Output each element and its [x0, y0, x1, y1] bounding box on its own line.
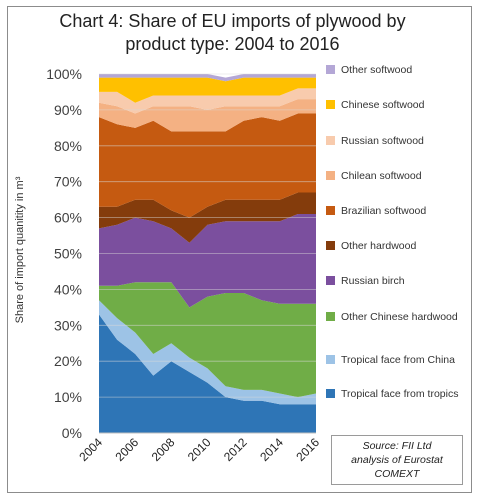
legend-swatch	[326, 241, 335, 250]
y-tick-label: 90%	[54, 102, 82, 118]
y-tick-label: 30%	[54, 317, 82, 333]
x-tick-labels: 2004 2006 2008 2010 2012 2014 2016	[76, 435, 322, 464]
y-tick-label: 70%	[54, 174, 82, 190]
area-series-brazilian-softwood	[99, 113, 316, 218]
area-series-tropical-face-from-china	[99, 300, 316, 405]
area-series-russian-softwood	[99, 88, 316, 114]
y-tick-label: 20%	[54, 353, 82, 369]
legend-label: Tropical face from tropics	[341, 388, 459, 400]
x-tick-label: 2016	[293, 435, 322, 464]
legend-swatch	[326, 206, 335, 215]
legend-label: Brazilian softwood	[341, 205, 427, 217]
chart-areas	[99, 74, 316, 433]
y-tick-label: 80%	[54, 138, 82, 154]
legend-swatch	[326, 389, 335, 398]
y-tick-label: 40%	[54, 281, 82, 297]
legend-label: Russian birch	[341, 275, 405, 287]
legend-swatch	[326, 100, 335, 109]
chart-title: Chart 4: Share of EU imports of plywood …	[59, 11, 406, 54]
legend-label: Tropical face from China	[341, 354, 455, 366]
legend-label: Other Chinese hardwood	[341, 311, 458, 323]
area-series-chilean-softwood	[99, 99, 316, 132]
y-tick-label: 100%	[46, 66, 82, 82]
legend-swatch	[326, 65, 335, 74]
legend-label: Chilean softwood	[341, 170, 422, 182]
y-tick-label: 60%	[54, 210, 82, 226]
x-tick-label: 2008	[149, 435, 178, 464]
y-tick-label: 0%	[62, 425, 82, 441]
legend-label: Other hardwood	[341, 240, 417, 252]
y-tick-labels: 0% 10% 20% 30% 40% 50% 60% 70% 80% 90% 100%	[46, 66, 82, 441]
area-series-chinese-softwood	[99, 77, 316, 103]
chart-grid	[99, 73, 316, 434]
legend-swatch	[326, 355, 335, 364]
legend-swatch	[326, 136, 335, 145]
legend-label: Chinese softwood	[341, 99, 425, 111]
x-tick-label: 2010	[185, 435, 214, 464]
source-note: Source: FII Ltd analysis of Eurostat COM…	[331, 435, 463, 485]
x-tick-label: 2006	[113, 435, 142, 464]
area-series-russian-birch	[99, 214, 316, 308]
legend-swatch	[326, 276, 335, 285]
legend-label: Other softwood	[341, 64, 413, 76]
y-tick-label: 50%	[54, 246, 82, 262]
area-series-other-softwood	[99, 74, 316, 82]
legend-swatch	[326, 171, 335, 180]
x-tick-label: 2014	[257, 435, 286, 464]
area-series-other-chinese-hardwood	[99, 282, 316, 398]
legend-swatch	[326, 312, 335, 321]
area-series-tropical-face-from-tropics	[99, 314, 316, 433]
x-tick-label: 2012	[221, 435, 250, 464]
y-tick-label: 10%	[54, 389, 82, 405]
legend-label: Russian softwood	[341, 135, 424, 147]
